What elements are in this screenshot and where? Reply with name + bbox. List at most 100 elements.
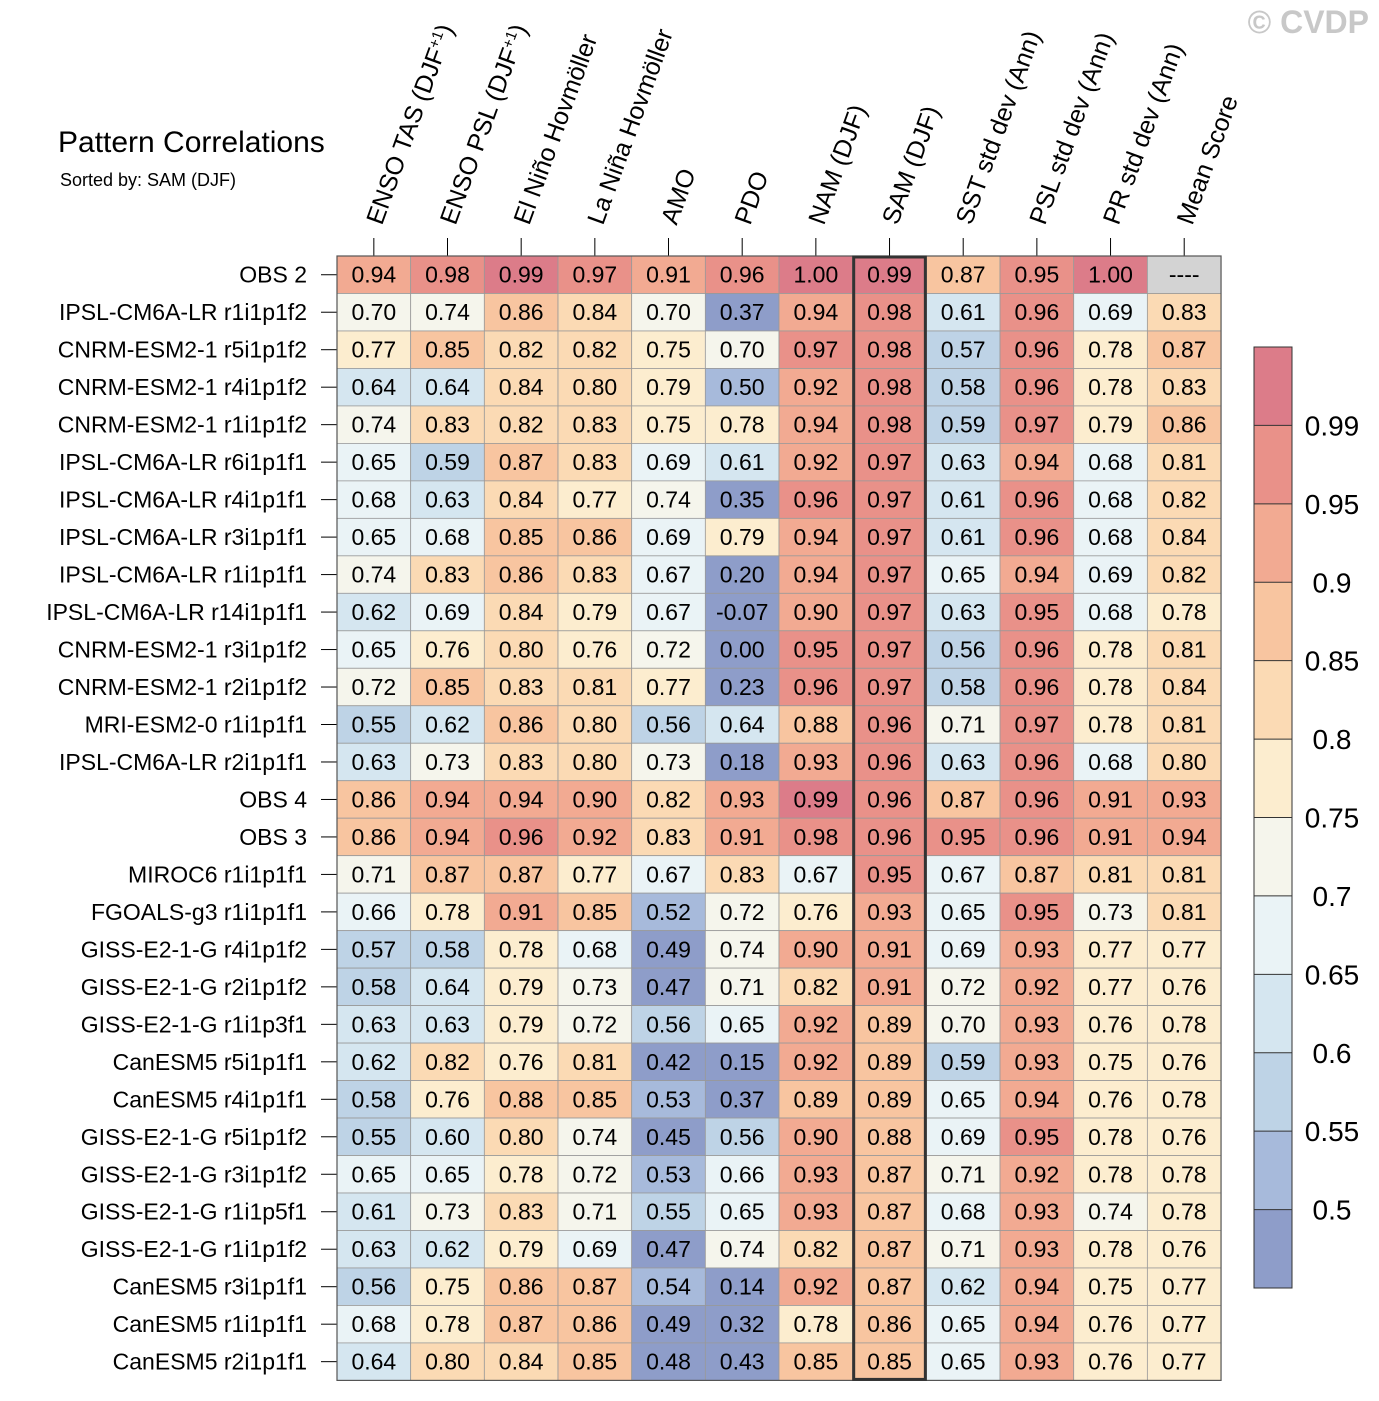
heatmap-cell [1146,1192,1222,1231]
cell-value-label: 0.89 [867,1011,912,1037]
cell-value-label: 0.83 [425,562,470,588]
cell-value-label: 0.87 [499,1311,544,1337]
heatmap-cell [631,442,706,482]
cell-value-label: 0.73 [646,749,691,775]
column-header-sam-djf: SAM (DJF) [877,102,946,228]
cell-value-label: 0.96 [1014,824,1059,850]
cell-value-label: 0.70 [941,1011,986,1037]
heatmap-cell [1146,255,1222,294]
heatmap-cell [1073,555,1148,594]
heatmap-cell [631,405,706,444]
heatmap-cell [999,780,1075,819]
cell-value-label: 0.42 [646,1049,691,1075]
highlight-column-frame [852,255,927,1381]
heatmap-cell [1073,1267,1148,1306]
heatmap-cell [1146,330,1222,369]
heatmap-cell [410,517,485,557]
heatmap-cell [852,630,927,669]
cell-value-label: 0.93 [793,749,838,775]
heatmap-cell [778,1005,854,1044]
cell-value-label: 0.85 [499,524,544,550]
cell-value-label: 0.47 [646,974,691,1000]
heatmap-cell [557,930,633,969]
row-label: GISS-E2-1-G r1i1p5f1 [81,1199,307,1225]
cell-value-label: 0.61 [941,299,986,325]
heatmap-cell [483,255,559,294]
heatmap-cell [999,855,1075,894]
cell-value-label: 0.94 [1014,1086,1059,1112]
cell-value-label: 0.86 [351,824,396,850]
heatmap-cell [483,368,559,407]
row-label: OBS 3 [239,824,307,850]
cell-value-label: 0.82 [793,1236,838,1262]
cell-value-label: 0.66 [720,1161,765,1187]
cell-value-label: 0.76 [1162,1236,1207,1262]
colorbar-tick-label: 0.7 [1313,881,1352,912]
cell-value-label: 0.76 [1162,1049,1207,1075]
cell-value-label: 0.78 [1088,337,1133,363]
heatmap-cell [631,705,706,744]
heatmap-cell [925,1305,1001,1344]
heatmap-cell [557,1267,633,1306]
cell-value-label: 0.68 [1088,449,1133,475]
cell-value-label: 0.96 [1014,749,1059,775]
cell-value-label: 0.90 [793,599,838,625]
heatmap-cell [410,630,485,669]
cell-value-label: 0.94 [793,562,838,588]
heatmap-cell [483,667,559,707]
heatmap-cell [483,442,559,482]
cell-value-label: 0.85 [425,674,470,700]
cell-value-label: 0.96 [793,674,838,700]
heatmap-cell [1073,255,1148,294]
cell-value-label: 0.68 [1088,487,1133,513]
heatmap-cell [925,855,1001,894]
colorbar-segment [1254,895,1292,975]
cell-value-label: 0.78 [425,899,470,925]
cell-value-label: 0.95 [867,861,912,887]
heatmap-cell [1146,780,1222,819]
cell-value-label: 0.95 [1014,262,1059,288]
cell-value-label: 0.80 [425,1349,470,1375]
cell-value-label: 0.91 [1088,786,1133,812]
cell-value-label: 0.99 [793,786,838,812]
cell-value-label: 0.68 [351,487,396,513]
row-label: IPSL-CM6A-LR r2i1p1f1 [59,749,307,775]
heatmap-cell [410,368,485,407]
cell-value-label: 0.65 [351,449,396,475]
cell-value-label: 0.74 [720,1236,765,1262]
cell-value-label: 0.85 [793,1349,838,1375]
colorbar-segment [1254,347,1292,426]
cell-value-label: 0.62 [351,599,396,625]
row-label: IPSL-CM6A-LR r14i1p1f1 [46,599,307,625]
cell-value-label: 0.78 [1088,712,1133,738]
cell-value-label: 0.57 [941,337,986,363]
heatmap-cell [410,293,485,332]
cell-value-label: 0.43 [720,1349,765,1375]
cell-value-label: 1.00 [793,262,838,288]
heatmap-cell [852,330,927,369]
heatmap-cell [410,480,485,519]
cell-value-label: 0.76 [425,637,470,663]
heatmap-cell [1146,630,1222,669]
heatmap-cell [631,967,706,1006]
heatmap-cell [557,1192,633,1231]
cell-value-label: 0.97 [867,599,912,625]
cell-value-label: 0.94 [793,412,838,438]
cell-value-label: 0.65 [720,1199,765,1225]
cell-value-label: 0.82 [793,974,838,1000]
row-label: GISS-E2-1-G r1i1p1f2 [81,1236,307,1262]
colorbar-segment [1254,974,1292,1053]
heatmap-cell [999,255,1075,294]
cell-value-label: 0.78 [1088,674,1133,700]
cell-value-label: 0.94 [351,262,396,288]
heatmap-cell [557,742,633,782]
cell-value-label: 0.66 [351,899,396,925]
cell-value-label: 0.96 [867,786,912,812]
heatmap-cell [336,1080,412,1119]
cell-value-label: 0.83 [720,861,765,887]
heatmap-cell [483,1042,559,1081]
heatmap-cell [336,405,412,444]
heatmap-cell [1073,480,1148,519]
cell-value-label: 0.92 [793,1274,838,1300]
cell-value-label: 0.97 [793,337,838,363]
